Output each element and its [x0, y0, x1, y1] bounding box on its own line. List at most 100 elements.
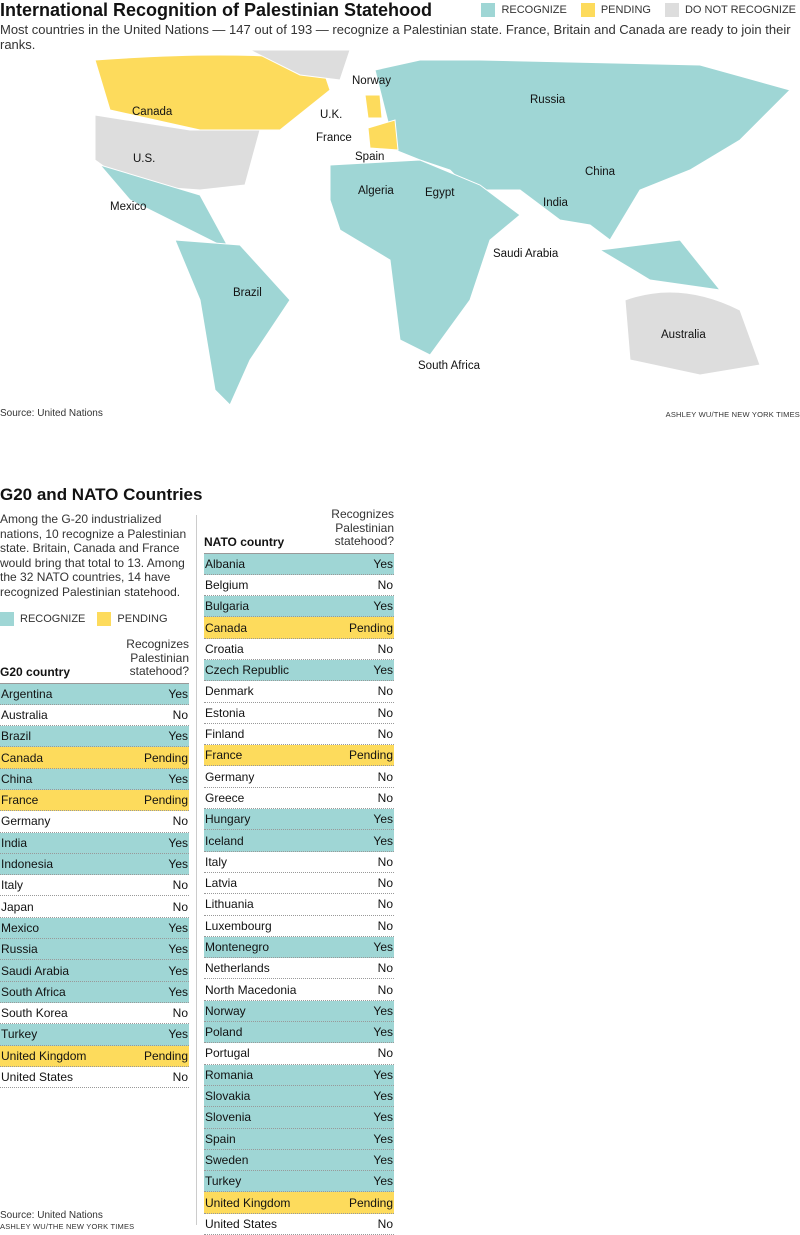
- table-row: Hungary Yes: [204, 809, 394, 831]
- country-name: Norway: [205, 1003, 246, 1018]
- table-source: Source: United Nations: [0, 1210, 103, 1221]
- recognition-status: No: [172, 1006, 188, 1021]
- recognition-status: No: [377, 982, 393, 997]
- table-row: Canada Pending: [204, 617, 394, 639]
- country-name: Australia: [1, 707, 48, 722]
- map-label: Saudi Arabia: [493, 248, 559, 260]
- table-row: Netherlands No: [204, 958, 394, 980]
- recognition-status: Yes: [373, 1003, 393, 1018]
- table-row: Latvia No: [204, 873, 394, 895]
- country-name: India: [1, 835, 28, 850]
- recognition-status: No: [377, 1046, 393, 1061]
- table-row: Brazil Yes: [0, 726, 189, 748]
- table-row: United Kingdom Pending: [204, 1192, 394, 1214]
- recognition-status: No: [377, 790, 393, 805]
- recognition-status: Yes: [373, 812, 393, 827]
- country-name: Argentina: [1, 686, 53, 701]
- country-name: Poland: [205, 1025, 243, 1040]
- recognition-status: No: [377, 727, 393, 742]
- map-label: U.K.: [320, 109, 343, 121]
- country-name: Italy: [205, 854, 228, 869]
- country-name: Netherlands: [205, 961, 270, 976]
- table-row: South Africa Yes: [0, 981, 189, 1003]
- table-row: Albania Yes: [204, 553, 394, 575]
- subtitle: Most countries in the United Nations — 1…: [0, 22, 791, 52]
- country-name: North Macedonia: [205, 982, 297, 997]
- table-row: Croatia No: [204, 639, 394, 660]
- country-name: Luxembourg: [205, 918, 272, 933]
- country-name: Turkey: [1, 1027, 38, 1042]
- table-row: Saudi Arabia Yes: [0, 960, 189, 982]
- recognition-status: Yes: [168, 729, 188, 744]
- table-row: United States No: [0, 1067, 189, 1089]
- recognition-status: Yes: [373, 1089, 393, 1104]
- recognition-status: No: [377, 577, 393, 592]
- recognition-status: Yes: [373, 1152, 393, 1167]
- recognition-status: No: [172, 814, 188, 829]
- country-name: Germany: [205, 769, 255, 784]
- table-row: Bulgaria Yes: [204, 596, 394, 618]
- recognition-status: Pending: [143, 1048, 188, 1063]
- recognition-status: Pending: [348, 620, 393, 635]
- table-row: Japan No: [0, 896, 189, 918]
- table-row: South Korea No: [0, 1003, 189, 1025]
- recognition-status: Yes: [373, 556, 393, 571]
- table-row: Romania Yes: [204, 1064, 394, 1086]
- recognition-status: No: [172, 899, 188, 914]
- country-name: China: [1, 771, 33, 786]
- map-label: Australia: [661, 329, 706, 341]
- country-name: South Korea: [1, 1006, 68, 1021]
- table-row: France Pending: [204, 745, 394, 767]
- table-row: Argentina Yes: [0, 683, 189, 705]
- country-name: France: [1, 793, 39, 808]
- recognition-status: No: [172, 707, 188, 722]
- country-name: Italy: [1, 878, 24, 893]
- table-row: Belgium No: [204, 575, 394, 597]
- table-row: North Macedonia No: [204, 979, 394, 1001]
- recognition-status: Yes: [168, 1027, 188, 1042]
- map-label: South Africa: [418, 360, 481, 372]
- recognition-status: Yes: [373, 1131, 393, 1146]
- recognition-status: Yes: [168, 963, 188, 978]
- table-row: Italy No: [0, 875, 189, 897]
- column-divider: [196, 515, 197, 1225]
- table-row: Turkey Yes: [0, 1024, 189, 1046]
- country-name: United Kingdom: [1, 1048, 87, 1063]
- recognition-status: No: [377, 1216, 393, 1231]
- table-header: G20 country Recognizes Palestinian state…: [0, 637, 189, 684]
- table-row: Italy No: [204, 852, 394, 873]
- map-label: Norway: [352, 75, 391, 87]
- recognition-status: No: [377, 918, 393, 933]
- table-row: Montenegro Yes: [204, 936, 394, 959]
- map-label: Spain: [355, 151, 385, 163]
- country-name: Spain: [205, 1131, 236, 1146]
- recognition-status: Pending: [143, 750, 188, 765]
- country-name: United States: [205, 1216, 278, 1231]
- table-row: Portugal No: [204, 1043, 394, 1065]
- world-map: [94, 49, 791, 405]
- country-name: Germany: [1, 814, 51, 829]
- recognition-status: No: [172, 1069, 188, 1084]
- map-label: Mexico: [110, 201, 147, 213]
- table-row: France Pending: [0, 789, 189, 812]
- recognition-status: Yes: [373, 833, 393, 848]
- country-name: Japan: [1, 899, 34, 914]
- recognition-status: No: [377, 876, 393, 891]
- recognition-status: No: [377, 705, 393, 720]
- country-name: Sweden: [205, 1152, 249, 1167]
- table-row: China Yes: [0, 768, 189, 790]
- recognition-status: Yes: [373, 1110, 393, 1125]
- country-name: Canada: [1, 750, 44, 765]
- recognition-status: No: [377, 961, 393, 976]
- recognition-status: Yes: [168, 920, 188, 935]
- map-label: Brazil: [233, 287, 262, 299]
- map-source: Source: United Nations: [0, 408, 103, 419]
- recognition-status: Yes: [168, 942, 188, 957]
- recognition-status: Yes: [168, 984, 188, 999]
- table-row: India Yes: [0, 832, 189, 854]
- recognition-status: Yes: [373, 1174, 393, 1189]
- country-name: Croatia: [205, 641, 244, 656]
- table-row: Slovakia Yes: [204, 1085, 394, 1108]
- country-name: Saudi Arabia: [1, 963, 70, 978]
- table-row: Sweden Yes: [204, 1149, 394, 1172]
